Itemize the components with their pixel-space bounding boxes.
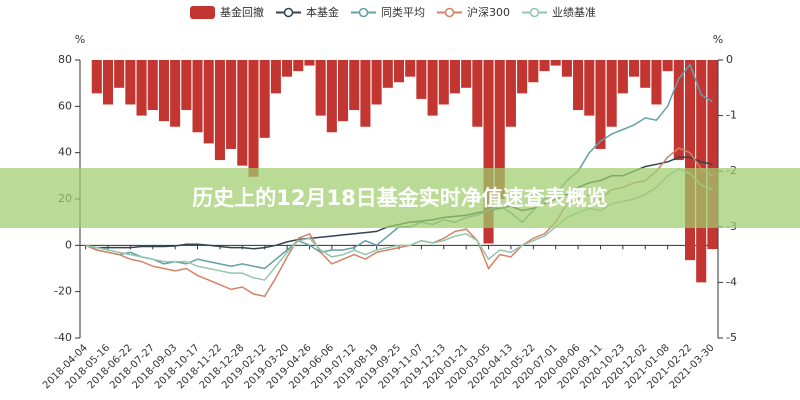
drawdown-bar	[427, 60, 438, 116]
drawdown-bar	[226, 60, 237, 149]
banner-band	[0, 168, 800, 228]
drawdown-bar	[595, 60, 606, 149]
drawdown-bar	[707, 60, 718, 250]
drawdown-bar	[125, 60, 136, 105]
y2-tick-label: 0	[726, 53, 733, 66]
y-tick-label: 60	[58, 99, 72, 112]
drawdown-bar	[102, 60, 114, 105]
drawdown-bar	[539, 60, 550, 72]
y-unit: %	[75, 33, 85, 46]
drawdown-bar	[114, 60, 125, 88]
drawdown-bar	[393, 60, 405, 83]
y-tick-label: -20	[54, 285, 72, 298]
drawdown-bar	[382, 60, 393, 88]
drawdown-bar	[438, 60, 449, 105]
drawdown-bar	[237, 60, 248, 166]
drawdown-bar	[326, 60, 337, 133]
drawdown-bar	[517, 60, 528, 94]
drawdown-bar	[360, 60, 371, 127]
y2-tick-label: -4	[726, 275, 737, 288]
drawdown-bar	[170, 60, 181, 127]
y-tick-label: 0	[65, 238, 72, 251]
legend-item: 沪深300	[437, 5, 510, 19]
drawdown-bar	[561, 60, 572, 77]
drawdown-bar	[629, 60, 640, 77]
drawdown-bar	[270, 60, 281, 94]
drawdown-bar	[606, 60, 617, 127]
drawdown-bar	[158, 60, 169, 122]
drawdown-bar	[662, 60, 673, 72]
y-tick-label: -40	[54, 331, 72, 344]
drawdown-bar	[315, 60, 326, 116]
drawdown-bar	[449, 60, 461, 94]
drawdown-bar	[349, 60, 360, 111]
legend-item: 同类平均	[351, 5, 425, 19]
drawdown-bar	[282, 60, 293, 77]
legend-icon	[529, 7, 540, 18]
y2-tick-label: -1	[726, 109, 737, 122]
drawdown-bar	[573, 60, 584, 111]
drawdown-bar	[91, 60, 102, 94]
drawdown-bar	[192, 60, 203, 133]
drawdown-bar	[248, 60, 259, 177]
legend-label: 沪深300	[467, 5, 510, 19]
legend-item: 基金回撤	[190, 5, 264, 19]
legend-label: 基金回撤	[220, 5, 264, 19]
drawdown-bar	[147, 60, 158, 111]
drawdown-bar	[203, 60, 214, 144]
drawdown-bar	[640, 60, 651, 88]
drawdown-bar	[684, 60, 696, 261]
drawdown-bar	[483, 60, 494, 244]
drawdown-bar	[494, 60, 505, 199]
legend-icon	[283, 7, 294, 18]
drawdown-bar	[550, 60, 561, 66]
drawdown-bar	[293, 60, 304, 72]
drawdown-bar	[461, 60, 472, 88]
banner-title: 历史上的12月18日基金实时净值速查表概览	[192, 186, 607, 210]
drawdown-bar	[505, 60, 516, 127]
legend-label: 本基金	[306, 5, 339, 19]
drawdown-bar	[405, 60, 416, 77]
y-tick-label: 40	[58, 146, 72, 159]
legend-icon	[190, 6, 215, 19]
drawdown-bar	[416, 60, 427, 99]
drawdown-bar	[371, 60, 382, 105]
legend-label: 同类平均	[381, 5, 425, 19]
drawdown-bar	[472, 60, 483, 127]
legend-item: 业绩基准	[522, 6, 596, 19]
drawdown-bar	[584, 60, 595, 116]
drawdown-bar	[617, 60, 628, 94]
drawdown-bar	[337, 60, 349, 122]
legend-item: 本基金	[276, 5, 339, 19]
drawdown-bar	[259, 60, 270, 138]
drawdown-bar	[136, 60, 147, 116]
drawdown-bar	[651, 60, 662, 105]
drawdown-bar	[181, 60, 192, 111]
y2-tick-label: -5	[726, 331, 737, 344]
drawdown-bar	[304, 60, 315, 66]
drawdown-bar	[528, 60, 539, 83]
drawdown-bar	[214, 60, 225, 161]
y-tick-label: 80	[58, 53, 72, 66]
legend-icon	[358, 7, 369, 18]
legend-icon	[444, 7, 455, 18]
y2-unit: %	[713, 33, 723, 46]
legend-label: 业绩基准	[552, 6, 596, 19]
drawdown-bar	[673, 60, 684, 161]
